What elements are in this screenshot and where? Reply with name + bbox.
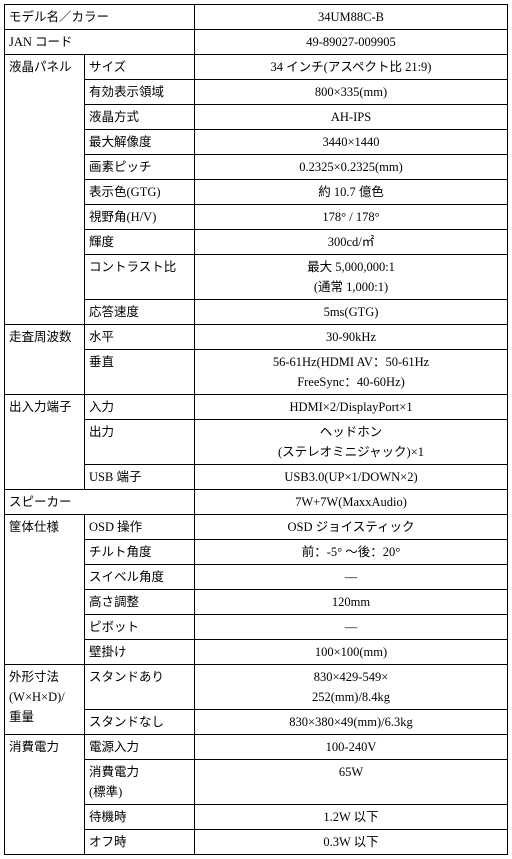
scan-sub: 垂直 — [85, 350, 195, 395]
dims-val: 830×429-549×252(mm)/8.4kg — [195, 665, 508, 710]
table-row: スピーカー 7W+7W(MaxxAudio) — [5, 490, 508, 515]
chassis-val: OSD ジョイスティック — [195, 515, 508, 540]
chassis-sub: OSD 操作 — [85, 515, 195, 540]
power-val: 1.2W 以下 — [195, 805, 508, 830]
dims-sub: スタンドなし — [85, 710, 195, 735]
chassis-sub: スイベル角度 — [85, 565, 195, 590]
power-sub: 電源入力 — [85, 735, 195, 760]
panel-val: 5ms(GTG) — [195, 300, 508, 325]
panel-sub: 応答速度 — [85, 300, 195, 325]
io-val: HDMI×2/DisplayPort×1 — [195, 395, 508, 420]
panel-sub: 最大解像度 — [85, 130, 195, 155]
chassis-val: 前：-5° ～後：20° — [195, 540, 508, 565]
table-row: 外形寸法(W×H×D)/重量 スタンドあり 830×429-549×252(mm… — [5, 665, 508, 710]
scan-val: 30-90kHz — [195, 325, 508, 350]
panel-val: 300cd/㎡ — [195, 230, 508, 255]
table-row: 出入力端子 入力 HDMI×2/DisplayPort×1 — [5, 395, 508, 420]
jan-value: 49-89027-009905 — [195, 30, 508, 55]
table-row: モデル名／カラー 34UM88C-B — [5, 5, 508, 30]
table-row: 筐体仕様 OSD 操作 OSD ジョイスティック — [5, 515, 508, 540]
io-sub: USB 端子 — [85, 465, 195, 490]
panel-sub: サイズ — [85, 55, 195, 80]
panel-sub: 表示色(GTG) — [85, 180, 195, 205]
power-val: 100-240V — [195, 735, 508, 760]
panel-sub: 液晶方式 — [85, 105, 195, 130]
panel-sub: コントラスト比 — [85, 255, 195, 300]
power-val: 0.3W 以下 — [195, 830, 508, 855]
panel-sub: 画素ピッチ — [85, 155, 195, 180]
power-sub: 待機時 — [85, 805, 195, 830]
chassis-sub: 高さ調整 — [85, 590, 195, 615]
chassis-val: 100×100(mm) — [195, 640, 508, 665]
io-val: ヘッドホン(ステレオミニジャック)×1 — [195, 420, 508, 465]
dims-val: 830×380×49(mm)/6.3kg — [195, 710, 508, 735]
speaker-label: スピーカー — [5, 490, 195, 515]
panel-val: 800×335(mm) — [195, 80, 508, 105]
power-sub: 消費電力(標準) — [85, 760, 195, 805]
dims-label: 外形寸法(W×H×D)/重量 — [5, 665, 85, 735]
io-label: 出入力端子 — [5, 395, 85, 490]
io-val: USB3.0(UP×1/DOWN×2) — [195, 465, 508, 490]
chassis-sub: 壁掛け — [85, 640, 195, 665]
panel-sub: 輝度 — [85, 230, 195, 255]
chassis-val: ― — [195, 615, 508, 640]
table-row: 消費電力 電源入力 100-240V — [5, 735, 508, 760]
power-val: 65W — [195, 760, 508, 805]
panel-val: 3440×1440 — [195, 130, 508, 155]
panel-label: 液晶パネル — [5, 55, 85, 325]
panel-val: AH-IPS — [195, 105, 508, 130]
spec-table: モデル名／カラー 34UM88C-B JAN コード 49-89027-0099… — [4, 4, 508, 855]
chassis-sub: ピボット — [85, 615, 195, 640]
model-value: 34UM88C-B — [195, 5, 508, 30]
chassis-val: ― — [195, 565, 508, 590]
scan-label: 走査周波数 — [5, 325, 85, 395]
table-row: 走査周波数 水平 30-90kHz — [5, 325, 508, 350]
panel-val: 34 インチ(アスペクト比 21:9) — [195, 55, 508, 80]
dims-sub: スタンドあり — [85, 665, 195, 710]
panel-val: 約 10.7 億色 — [195, 180, 508, 205]
power-label: 消費電力 — [5, 735, 85, 855]
panel-sub: 視野角(H/V) — [85, 205, 195, 230]
table-row: JAN コード 49-89027-009905 — [5, 30, 508, 55]
chassis-sub: チルト角度 — [85, 540, 195, 565]
model-label: モデル名／カラー — [5, 5, 195, 30]
chassis-val: 120mm — [195, 590, 508, 615]
scan-sub: 水平 — [85, 325, 195, 350]
panel-val: 最大 5,000,000:1(通常 1,000:1) — [195, 255, 508, 300]
io-sub: 出力 — [85, 420, 195, 465]
chassis-label: 筐体仕様 — [5, 515, 85, 665]
power-sub: オフ時 — [85, 830, 195, 855]
scan-val: 56-61Hz(HDMI AV：50-61HzFreeSync：40-60Hz) — [195, 350, 508, 395]
jan-label: JAN コード — [5, 30, 195, 55]
panel-val: 0.2325×0.2325(mm) — [195, 155, 508, 180]
io-sub: 入力 — [85, 395, 195, 420]
panel-val: 178° / 178° — [195, 205, 508, 230]
panel-sub: 有効表示領域 — [85, 80, 195, 105]
table-row: 液晶パネル サイズ 34 インチ(アスペクト比 21:9) — [5, 55, 508, 80]
speaker-val: 7W+7W(MaxxAudio) — [195, 490, 508, 515]
